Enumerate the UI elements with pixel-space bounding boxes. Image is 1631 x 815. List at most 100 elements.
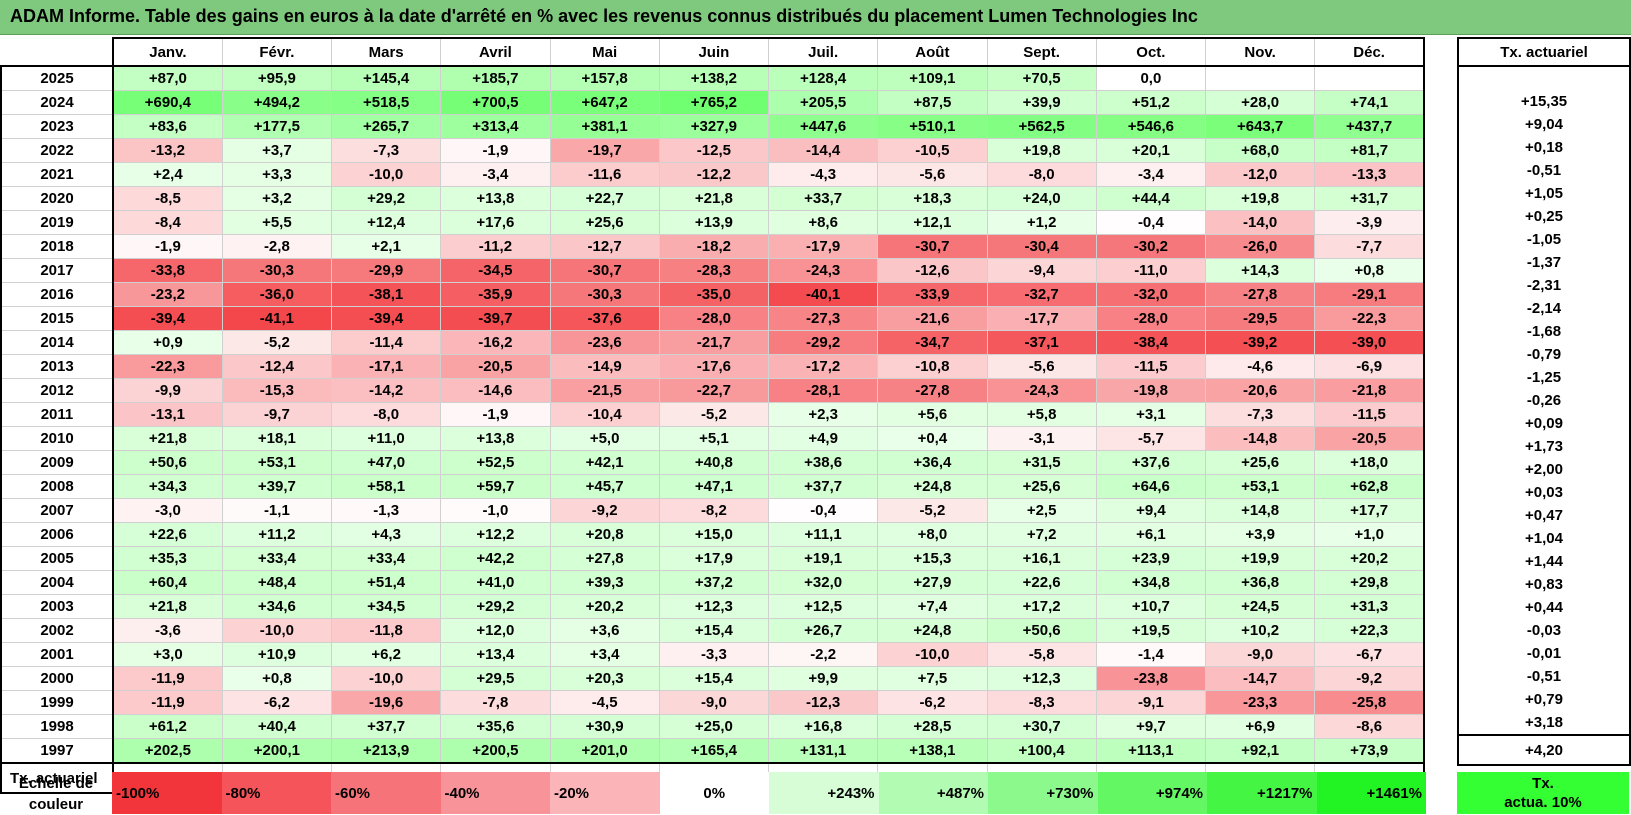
value-cell: -5,6 <box>986 354 1097 379</box>
value-cell: +138,1 <box>877 738 988 764</box>
value-cell: +24,0 <box>986 186 1097 211</box>
value-cell: +61,2 <box>112 714 223 739</box>
value-cell: -1,1 <box>221 498 333 523</box>
value-cell: -28,0 <box>1095 306 1207 331</box>
value-cell: +44,4 <box>1095 186 1207 211</box>
rate-row: -0,79 <box>1457 343 1631 366</box>
value-cell: -19,6 <box>330 690 442 715</box>
value-cell: -10,0 <box>877 642 988 667</box>
value-cell: -27,8 <box>877 378 988 403</box>
value-cell: +8,0 <box>877 522 988 547</box>
year-label: 2017 <box>0 258 114 283</box>
value-cell: +92,1 <box>1204 738 1316 764</box>
value-cell: +87,0 <box>112 65 223 91</box>
value-cell: +13,8 <box>440 186 551 211</box>
value-cell: +138,2 <box>658 65 770 91</box>
value-cell: -32,7 <box>986 282 1097 307</box>
month-header-3: Mars <box>330 37 442 67</box>
value-cell: -7,8 <box>440 690 551 715</box>
table-row: 2016 -23,2 -36,0 -38,1 -35,9 -30,3 -35,0 -40,1-… <box>0 282 1426 307</box>
value-cell: -5,2 <box>221 330 333 355</box>
rate-row: +0,83 <box>1457 573 1631 596</box>
value-cell: -14,0 <box>1204 210 1316 235</box>
value-cell: +31,5 <box>986 450 1097 475</box>
value-cell: +21,8 <box>112 426 223 451</box>
year-label: 1997 <box>0 738 114 764</box>
month-header-10: Oct. <box>1095 37 1207 67</box>
value-cell: -7,3 <box>330 138 442 163</box>
value-cell: +95,9 <box>221 65 333 91</box>
value-cell: -20,5 <box>1314 426 1426 451</box>
value-cell: -14,4 <box>767 138 879 163</box>
color-scale: -100% -80% -60% -40% -20% 0% +243% +487% +730% +9… <box>112 772 1426 814</box>
value-cell: +22,6 <box>986 570 1097 595</box>
rate-row: +0,09 <box>1457 412 1631 435</box>
value-cell: +109,1 <box>877 65 988 91</box>
value-cell: -9,2 <box>549 498 660 523</box>
value-cell: +25,6 <box>549 210 660 235</box>
rate-cell <box>1457 66 1631 90</box>
color-scale-step: -100% <box>112 772 222 814</box>
value-cell: -20,6 <box>1204 378 1316 403</box>
value-cell: -33,8 <box>112 258 223 283</box>
month-header-8: Août <box>877 37 988 67</box>
year-label: 2015 <box>0 306 114 331</box>
value-cell: -10,0 <box>330 666 442 691</box>
value-cell: +3,2 <box>221 186 333 211</box>
value-cell: +3,3 <box>221 162 333 187</box>
value-cell: +12,4 <box>330 210 442 235</box>
value-cell: +39,9 <box>986 90 1097 115</box>
value-cell: -9,0 <box>1204 642 1316 667</box>
value-cell: -9,0 <box>658 690 770 715</box>
year-label: 2008 <box>0 474 114 499</box>
rate-cell: +0,09 <box>1457 412 1631 435</box>
rate-cell: +0,44 <box>1457 596 1631 619</box>
value-cell: -29,5 <box>1204 306 1316 331</box>
value-cell: +34,5 <box>330 594 442 619</box>
value-cell: -9,1 <box>1095 690 1207 715</box>
value-cell: -6,2 <box>221 690 333 715</box>
value-cell: +50,6 <box>112 450 223 475</box>
value-cell: -10,5 <box>877 138 988 163</box>
value-cell: +39,7 <box>221 474 333 499</box>
value-cell: +6,9 <box>1204 714 1316 739</box>
value-cell: +41,0 <box>440 570 551 595</box>
rate-row: +0,18 <box>1457 136 1631 159</box>
table-row: 2006 +22,6 +11,2 +4,3 +12,2 +20,8 +15,0 +11,1 +8… <box>0 522 1426 547</box>
value-cell: +19,8 <box>1204 186 1316 211</box>
value-cell: +5,1 <box>658 426 770 451</box>
value-cell: +494,2 <box>221 90 333 115</box>
value-cell: +28,0 <box>1204 90 1316 115</box>
color-scale-step: +1217% <box>1207 772 1317 814</box>
value-cell: +59,7 <box>440 474 551 499</box>
value-cell: -2,2 <box>767 642 879 667</box>
value-cell: +24,8 <box>877 474 988 499</box>
value-cell: +437,7 <box>1314 114 1426 139</box>
table-row: 1997 +202,5 +200,1 +213,9 +200,5 +201,0 +165,4… <box>0 738 1426 764</box>
value-cell: +0,9 <box>112 330 223 355</box>
value-cell: -18,2 <box>658 234 770 259</box>
value-cell: +37,7 <box>767 474 879 499</box>
value-cell: +647,2 <box>549 90 660 115</box>
value-cell: +5,8 <box>986 402 1097 427</box>
value-cell: +447,6 <box>767 114 879 139</box>
value-cell: +518,5 <box>330 90 442 115</box>
value-cell: -11,4 <box>330 330 442 355</box>
table-row: 2019 -8,4 +5,5 +12,4 +17,6 +25,6 +13,9 +8,6 +12,… <box>0 210 1426 235</box>
rate-cell: -2,31 <box>1457 274 1631 297</box>
year-label: 2005 <box>0 546 114 571</box>
table-row: 2002 -3,6 -10,0 -11,8 +12,0 +3,6 +15,4 +26,7 +24… <box>0 618 1426 643</box>
value-cell: +17,9 <box>658 546 770 571</box>
value-cell <box>1314 65 1426 91</box>
rate-cell: +0,18 <box>1457 136 1631 159</box>
value-cell: -35,9 <box>440 282 551 307</box>
table-row: 2011 -13,1 -9,7 -8,0 -1,9 -10,4 -5,2 +2,3 +5,6 +5… <box>0 402 1426 427</box>
value-cell: -26,0 <box>1204 234 1316 259</box>
value-cell: -38,4 <box>1095 330 1207 355</box>
rate-cell: +0,83 <box>1457 573 1631 596</box>
value-cell: +52,5 <box>440 450 551 475</box>
table-row: 2010 +21,8 +18,1 +11,0 +13,8 +5,0 +5,1 +4,9 +0,4… <box>0 426 1426 451</box>
value-cell: +37,2 <box>658 570 770 595</box>
table-row: 2018 -1,9 -2,8 +2,1 -11,2 -12,7 -18,2 -17,9 -30,… <box>0 234 1426 259</box>
value-cell: -39,2 <box>1204 330 1316 355</box>
